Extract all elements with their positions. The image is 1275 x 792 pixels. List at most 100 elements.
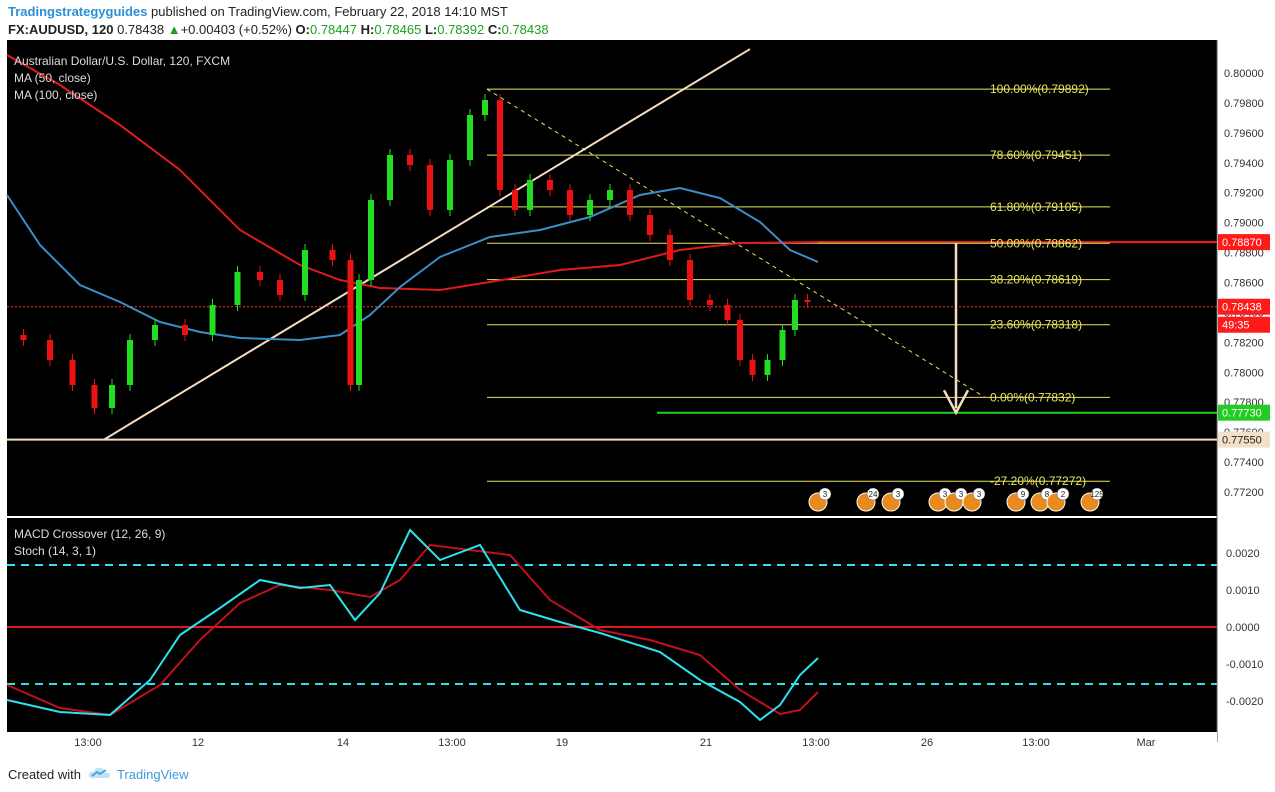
price-pane[interactable] xyxy=(7,40,1217,516)
candle[interactable] xyxy=(512,184,518,216)
economic-event-flag[interactable]: 2 xyxy=(1046,487,1070,512)
candle-body xyxy=(20,335,27,340)
high-value: 0.78465 xyxy=(374,22,422,37)
candle[interactable] xyxy=(69,354,76,391)
price-tag-label: 0.77550 xyxy=(1222,435,1262,447)
symbol-label: FX:AUDUSD, 120 xyxy=(8,22,114,37)
candle[interactable] xyxy=(737,314,743,366)
candle[interactable] xyxy=(804,294,811,308)
economic-event-flag[interactable]: 125 xyxy=(1080,487,1104,512)
economic-event-flag[interactable]: 24 xyxy=(856,487,880,512)
candle[interactable] xyxy=(687,254,693,306)
rising-trendline[interactable] xyxy=(103,48,751,441)
fib-level-label: 100.00%(0.79892) xyxy=(990,82,1089,96)
time-axis[interactable] xyxy=(7,732,1217,748)
macd-tick-label: 0.0000 xyxy=(1226,622,1260,634)
price-tag-label: 0.78438 xyxy=(1222,302,1262,314)
candle[interactable] xyxy=(792,294,798,336)
candle[interactable] xyxy=(387,149,393,206)
candle[interactable] xyxy=(329,244,336,266)
candle[interactable] xyxy=(20,329,27,346)
candle[interactable] xyxy=(152,319,158,346)
candle[interactable] xyxy=(302,244,308,301)
time-tick-label: 13:00 xyxy=(1022,737,1050,749)
candle[interactable] xyxy=(779,324,786,366)
candle[interactable] xyxy=(627,184,633,221)
event-count-label: 3 xyxy=(959,490,964,499)
created-with-text: Created with xyxy=(8,767,81,782)
candle[interactable] xyxy=(547,174,553,196)
candle[interactable] xyxy=(347,254,354,391)
candle[interactable] xyxy=(407,149,413,171)
candle[interactable] xyxy=(209,299,216,341)
candle[interactable] xyxy=(91,379,98,414)
candle[interactable] xyxy=(234,266,241,311)
author-link[interactable]: Tradingstrategyguides xyxy=(8,4,148,19)
candle[interactable] xyxy=(749,354,756,381)
time-tick-label: 13:00 xyxy=(74,737,102,749)
price-axis[interactable] xyxy=(1217,40,1275,758)
candle[interactable] xyxy=(47,334,53,366)
economic-event-flag[interactable]: 3 xyxy=(962,487,986,512)
candle[interactable] xyxy=(607,184,613,206)
event-count-badge xyxy=(972,487,986,501)
price-tick-label: 0.77400 xyxy=(1224,457,1264,469)
candle[interactable] xyxy=(467,109,473,166)
fib-level-label: -27.20%(0.77272) xyxy=(990,474,1086,488)
candle-body xyxy=(329,250,336,260)
candle[interactable] xyxy=(764,354,771,381)
fib-trend-dashed-line[interactable] xyxy=(486,88,986,398)
fib-level-label: 61.80%(0.79105) xyxy=(990,200,1082,214)
candle[interactable] xyxy=(427,159,433,216)
candle-body xyxy=(587,200,593,215)
price-tag xyxy=(1218,316,1270,333)
candle[interactable] xyxy=(182,319,188,341)
candle[interactable] xyxy=(109,379,115,414)
price-tag-label: 49:35 xyxy=(1222,320,1250,332)
price-tick-label: 0.78600 xyxy=(1224,278,1264,290)
price-tick-label: 0.79200 xyxy=(1224,188,1264,200)
candle[interactable] xyxy=(356,274,362,391)
candle[interactable] xyxy=(667,229,673,266)
candle[interactable] xyxy=(257,266,263,286)
candle-body xyxy=(497,100,503,190)
candle-body xyxy=(109,385,115,408)
candle[interactable] xyxy=(368,194,374,286)
candle-body xyxy=(607,190,613,200)
candle[interactable] xyxy=(482,94,488,121)
open-value: 0.78447 xyxy=(309,22,357,37)
price-tag-label: 0.77730 xyxy=(1222,408,1262,420)
candle[interactable] xyxy=(587,194,593,221)
candle[interactable] xyxy=(707,294,713,311)
candle[interactable] xyxy=(724,299,731,326)
event-count-label: 2 xyxy=(1061,490,1066,499)
indicator-pane[interactable] xyxy=(7,518,1217,732)
candle[interactable] xyxy=(277,274,283,301)
candle-body xyxy=(257,272,263,280)
candle[interactable] xyxy=(447,154,453,216)
candle[interactable] xyxy=(127,334,133,391)
chart-canvas[interactable]: 100.00%(0.79892) 78.60%(0.79451) 61.80%(0.… xyxy=(0,40,1275,758)
tradingview-brand-link[interactable]: TradingView xyxy=(117,767,189,782)
footer: Created with TradingView xyxy=(0,758,1275,792)
economic-event-flag[interactable]: 3 xyxy=(881,487,905,512)
economic-event-flag[interactable]: 3 xyxy=(808,487,832,512)
price-tag-label: 0.78870 xyxy=(1222,237,1262,249)
candle[interactable] xyxy=(527,174,533,216)
event-count-badge xyxy=(1016,487,1030,501)
economic-event-flag[interactable]: 9 xyxy=(1006,487,1030,512)
candle[interactable] xyxy=(567,184,573,221)
event-count-label: 3 xyxy=(977,490,982,499)
price-tick-label: 0.79600 xyxy=(1224,128,1264,140)
price-tick-label: 0.79800 xyxy=(1224,98,1264,110)
fib-level-label: 50.00%(0.78862) xyxy=(990,236,1082,250)
candle-body xyxy=(627,190,633,215)
candle-body xyxy=(347,260,354,385)
event-count-label: 3 xyxy=(896,490,901,499)
candle[interactable] xyxy=(647,209,653,241)
candle[interactable] xyxy=(497,94,503,196)
open-label: O: xyxy=(295,22,310,37)
candle-body xyxy=(687,260,693,300)
fib-level-label: 78.60%(0.79451) xyxy=(990,148,1082,162)
candle-body xyxy=(356,280,362,385)
